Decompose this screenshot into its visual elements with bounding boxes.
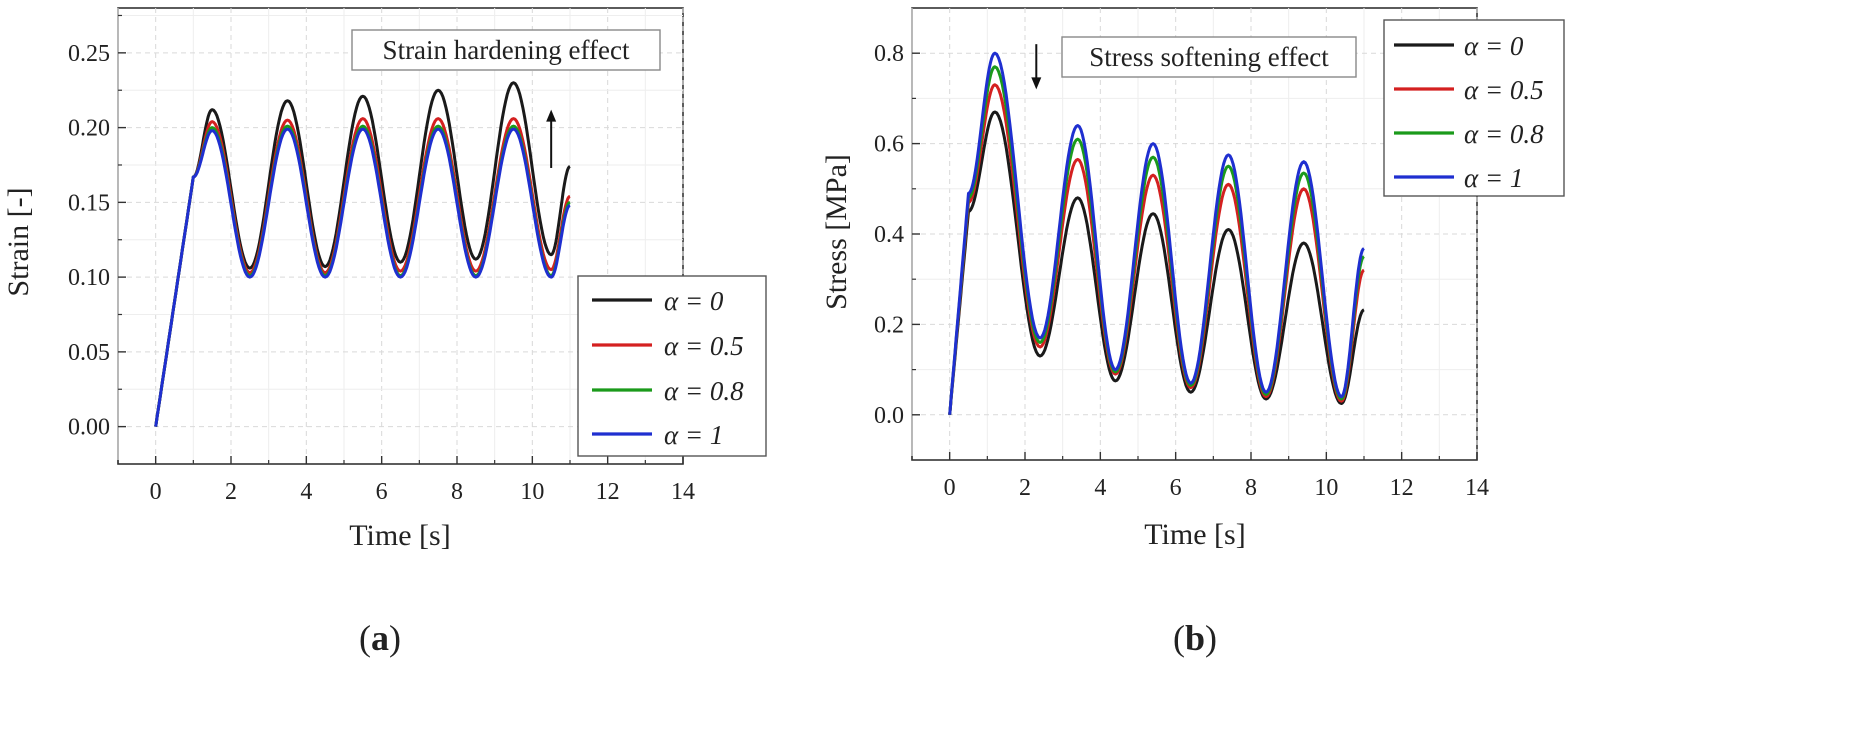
y-tick-label-a: 0.25 xyxy=(68,41,110,67)
x-tick-label-a: 10 xyxy=(520,479,544,505)
x-tick-label-a: 6 xyxy=(376,479,388,505)
legend-entry-a-3: α = 1 xyxy=(592,420,723,450)
x-axis-title-a: Time [s] xyxy=(349,519,450,552)
hardening-arrowhead xyxy=(546,109,557,122)
series-line-a-1 xyxy=(154,117,571,427)
legend-entry-a-0: α = 0 xyxy=(592,286,724,316)
legend-entry-a-1: α = 0.5 xyxy=(592,331,744,361)
chart-panel-a: 0 2 4 6 8 10 12 14 0.00 0.05 0.10 0.15 0.20 0.25 Time… xyxy=(2,7,767,552)
series-line-b-1 xyxy=(948,83,1365,415)
panel-label-a: (a) xyxy=(359,618,401,658)
annotation-box-b xyxy=(1061,36,1357,78)
legend-entry-b-0: α = 0 xyxy=(1394,31,1524,61)
series-line-b-2 xyxy=(948,65,1365,415)
legend-entry-a-2: α = 0.8 xyxy=(592,376,744,406)
y-tick-label-a: 0.05 xyxy=(68,340,110,366)
y-axis-title-a: Strain [-] xyxy=(2,187,35,296)
legend-label-b-2: α = 0.8 xyxy=(1464,119,1544,149)
legend-label-a-3: α = 1 xyxy=(664,420,723,450)
legend-entry-b-2: α = 0.8 xyxy=(1394,119,1544,149)
y-tick-label-a: 0.00 xyxy=(68,415,110,441)
y-tick-label-b: 0.0 xyxy=(874,403,904,429)
x-tick-label-a: 0 xyxy=(150,479,162,505)
legend-label-a-2: α = 0.8 xyxy=(664,376,744,406)
annotation-box-a xyxy=(351,29,661,71)
legend-label-a-1: α = 0.5 xyxy=(664,331,744,361)
series-lines-a xyxy=(154,81,571,427)
legend-b: α = 0 α = 0.5 α = 0.8 α = 1 xyxy=(1383,19,1565,197)
legend-entry-b-3: α = 1 xyxy=(1394,163,1523,193)
legend-a: α = 0 α = 0.5 α = 0.8 α = 1 xyxy=(577,275,767,457)
panel-label-b: (b) xyxy=(1173,618,1217,658)
chart-panel-b: 0 2 4 6 8 10 12 14 0.0 0.2 0.4 0.6 0.8 Time [s] Stre… xyxy=(820,7,1565,551)
annotation-text-a: Strain hardening effect xyxy=(383,35,630,65)
y-tick-label-b: 0.8 xyxy=(874,41,904,67)
legend-box-a xyxy=(577,275,767,457)
x-tick-label-a: 12 xyxy=(596,479,620,505)
softening-arrowhead xyxy=(1031,77,1042,90)
x-tick-label-b: 10 xyxy=(1314,475,1338,501)
x-tick-label-b: 14 xyxy=(1465,475,1489,501)
annotation-text-b: Stress softening effect xyxy=(1089,42,1329,72)
legend-box-b xyxy=(1383,19,1565,197)
x-tick-label-a: 2 xyxy=(225,479,237,505)
y-tick-label-a: 0.15 xyxy=(68,190,110,216)
y-tick-label-b: 0.2 xyxy=(874,312,904,338)
x-axis-title-b: Time [s] xyxy=(1144,518,1245,551)
x-tick-label-b: 12 xyxy=(1390,475,1414,501)
legend-label-b-1: α = 0.5 xyxy=(1464,75,1544,105)
legend-label-b-0: α = 0 xyxy=(1464,31,1524,61)
legend-entry-b-1: α = 0.5 xyxy=(1394,75,1544,105)
series-lines-b xyxy=(948,51,1365,415)
series-line-a-2 xyxy=(154,124,571,427)
y-tick-label-a: 0.10 xyxy=(68,265,110,291)
x-tick-label-a: 4 xyxy=(300,479,312,505)
y-tick-label-b: 0.6 xyxy=(874,132,904,158)
ticks-b: 0 2 4 6 8 10 12 14 0.0 0.2 0.4 0.6 0.8 xyxy=(874,41,1489,501)
series-line-a-3 xyxy=(154,127,571,427)
series-line-b-0 xyxy=(948,110,1365,415)
x-tick-label-b: 6 xyxy=(1170,475,1182,501)
series-line-a-0 xyxy=(154,81,571,427)
x-tick-label-b: 0 xyxy=(944,475,956,501)
x-tick-label-b: 4 xyxy=(1094,475,1106,501)
legend-label-a-0: α = 0 xyxy=(664,286,724,316)
x-tick-label-a: 14 xyxy=(671,479,695,505)
y-tick-label-b: 0.4 xyxy=(874,222,904,248)
x-tick-label-b: 2 xyxy=(1019,475,1031,501)
annotation-a: Strain hardening effect xyxy=(351,29,661,168)
y-axis-title-b: Stress [MPa] xyxy=(820,154,853,310)
ticks-a: 0 2 4 6 8 10 12 14 0.00 0.05 0.10 0.15 0.20 0.25 xyxy=(68,14,695,505)
annotation-b: Stress softening effect xyxy=(1031,36,1357,90)
series-line-b-3 xyxy=(948,51,1365,415)
x-tick-label-b: 8 xyxy=(1245,475,1257,501)
y-tick-label-a: 0.20 xyxy=(68,116,110,142)
legend-label-b-3: α = 1 xyxy=(1464,163,1523,193)
x-tick-label-a: 8 xyxy=(451,479,463,505)
panel-letter-a: a xyxy=(371,618,389,658)
panel-letter-b: b xyxy=(1185,618,1205,658)
